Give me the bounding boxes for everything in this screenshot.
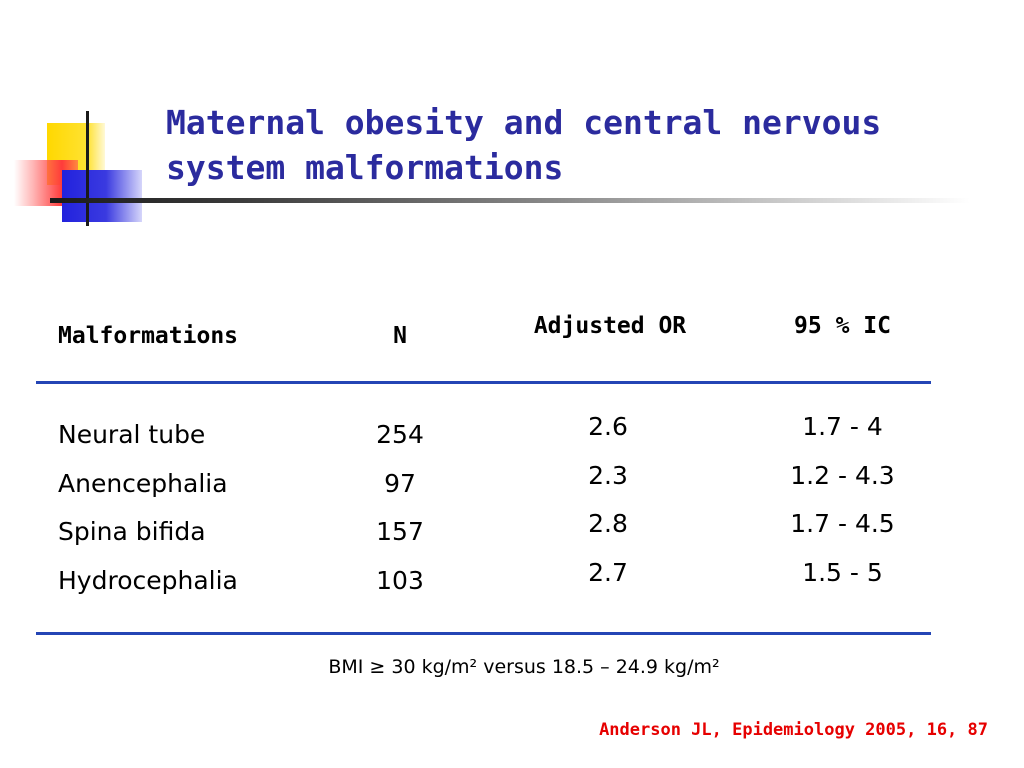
- table-top-rule: [36, 381, 931, 384]
- row-0-ic: 1.7 - 4: [802, 412, 883, 441]
- row-0-n: 254: [376, 420, 424, 449]
- row-3-malformation: Hydrocephalia: [58, 566, 238, 595]
- table-bottom-rule: [36, 632, 931, 635]
- row-3-n: 103: [376, 566, 424, 595]
- row-1-n: 97: [384, 469, 416, 498]
- logo-vertical-line: [86, 111, 89, 226]
- row-2-n: 157: [376, 517, 424, 546]
- title-underline: [50, 198, 970, 203]
- row-3-or: 2.7: [588, 558, 628, 587]
- row-2-or: 2.8: [588, 509, 628, 538]
- row-3-ic: 1.5 - 5: [802, 558, 883, 587]
- row-1-ic: 1.2 - 4.3: [790, 461, 895, 490]
- header-n: N: [393, 323, 407, 349]
- bmi-footnote: BMI ≥ 30 kg/m² versus 18.5 – 24.9 kg/m²: [328, 656, 720, 678]
- header-malformations: Malformations: [58, 323, 239, 349]
- row-2-ic: 1.7 - 4.5: [790, 509, 895, 538]
- row-1-malformation: Anencephalia: [58, 469, 228, 498]
- row-1-or: 2.3: [588, 461, 628, 490]
- row-0-malformation: Neural tube: [58, 420, 206, 449]
- title-line-2: system malformations: [166, 148, 564, 187]
- header-adjusted-or: Adjusted OR: [533, 313, 687, 339]
- row-0-or: 2.6: [588, 412, 628, 441]
- row-2-malformation: Spina bifida: [58, 517, 206, 546]
- header-ic: 95 % IC: [794, 313, 891, 339]
- title-line-1: Maternal obesity and central nervous: [166, 103, 882, 142]
- slide-title: Maternal obesity and central nervous sys…: [166, 100, 966, 190]
- citation: Anderson JL, Epidemiology 2005, 16, 87: [599, 720, 988, 740]
- logo-blue-square: [62, 170, 142, 222]
